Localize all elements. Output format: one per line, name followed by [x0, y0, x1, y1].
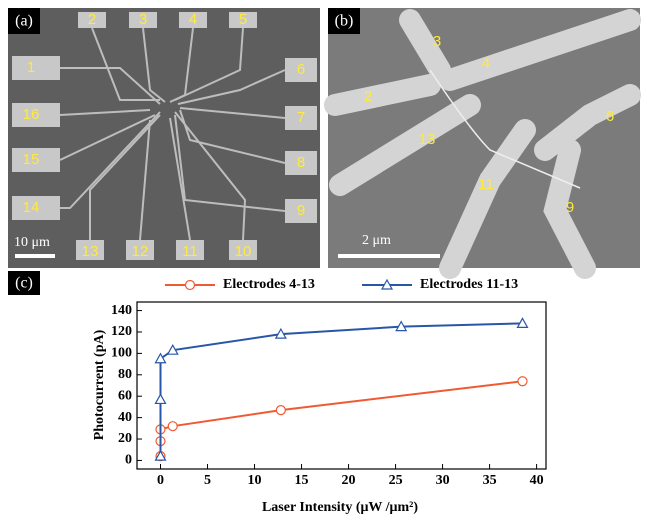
electrode-number: 11: [182, 243, 198, 260]
electrode-number: 11: [478, 176, 494, 193]
electrode-number: 8: [297, 154, 305, 171]
y-axis-label: Photocurrent (pA): [92, 329, 107, 440]
data-point: [156, 394, 166, 403]
y-tick-label: 60: [118, 388, 132, 403]
electrode-number: 7: [297, 109, 305, 126]
data-point: [276, 406, 285, 415]
x-tick-label: 10: [248, 473, 262, 488]
electrode-number: 6: [606, 108, 614, 125]
y-tick-label: 100: [111, 346, 132, 361]
legend-label: Electrodes 4-13: [223, 277, 315, 292]
electrode-number: 16: [23, 106, 40, 123]
electrode-number: 15: [23, 151, 40, 168]
legend-label: Electrodes 11-13: [420, 277, 518, 292]
x-tick-label: 40: [530, 473, 544, 488]
figure: 10 μm 2 μm (a) (b) (c) Photocurrent (pA)…: [0, 0, 647, 520]
electrode-number: 2: [88, 11, 96, 28]
electrode-number: 1: [27, 59, 35, 76]
panel-label: (a): [15, 13, 33, 30]
electrode-number: 3: [433, 33, 441, 50]
panel-label: (c): [15, 275, 33, 292]
electrode-number: 13: [419, 131, 436, 148]
x-tick-label: 30: [436, 473, 450, 488]
x-tick-label: 15: [295, 473, 309, 488]
series-line: [161, 381, 523, 456]
electrode-number: 4: [189, 11, 197, 28]
y-tick-label: 80: [118, 367, 132, 382]
electrode-number: 13: [82, 243, 99, 260]
x-tick-label: 0: [157, 473, 164, 488]
electrode-number: 9: [566, 199, 574, 216]
x-axis-label: Laser Intensity (μW /μm²): [262, 500, 418, 515]
electrode-number: 14: [23, 199, 40, 216]
electrode-number: 5: [239, 11, 247, 28]
y-tick-label: 0: [125, 453, 132, 468]
y-tick-label: 140: [111, 303, 132, 318]
electrode-number: 2: [364, 88, 372, 105]
sem-image-a: [8, 8, 320, 268]
electrode-number: 12: [132, 243, 149, 260]
x-tick-label: 5: [204, 473, 211, 488]
electrode-number: 4: [482, 55, 490, 72]
series-line: [161, 323, 523, 456]
data-point: [518, 377, 527, 386]
electrode-number: 10: [235, 243, 252, 260]
electrode-number: 6: [297, 61, 305, 78]
electrode-number: 3: [139, 11, 147, 28]
scale-label: 2 μm: [362, 233, 391, 248]
scale-label: 10 μm: [14, 235, 50, 250]
panel-label: (b): [335, 13, 354, 30]
data-point: [168, 422, 177, 431]
legend-marker: [186, 281, 195, 290]
sem-image-b: [328, 8, 640, 268]
y-tick-label: 40: [118, 410, 132, 425]
y-tick-label: 120: [111, 324, 132, 339]
x-tick-label: 20: [342, 473, 356, 488]
x-tick-label: 35: [483, 473, 497, 488]
x-tick-label: 25: [389, 473, 403, 488]
electrode-number: 9: [297, 202, 305, 219]
y-tick-label: 20: [118, 431, 132, 446]
